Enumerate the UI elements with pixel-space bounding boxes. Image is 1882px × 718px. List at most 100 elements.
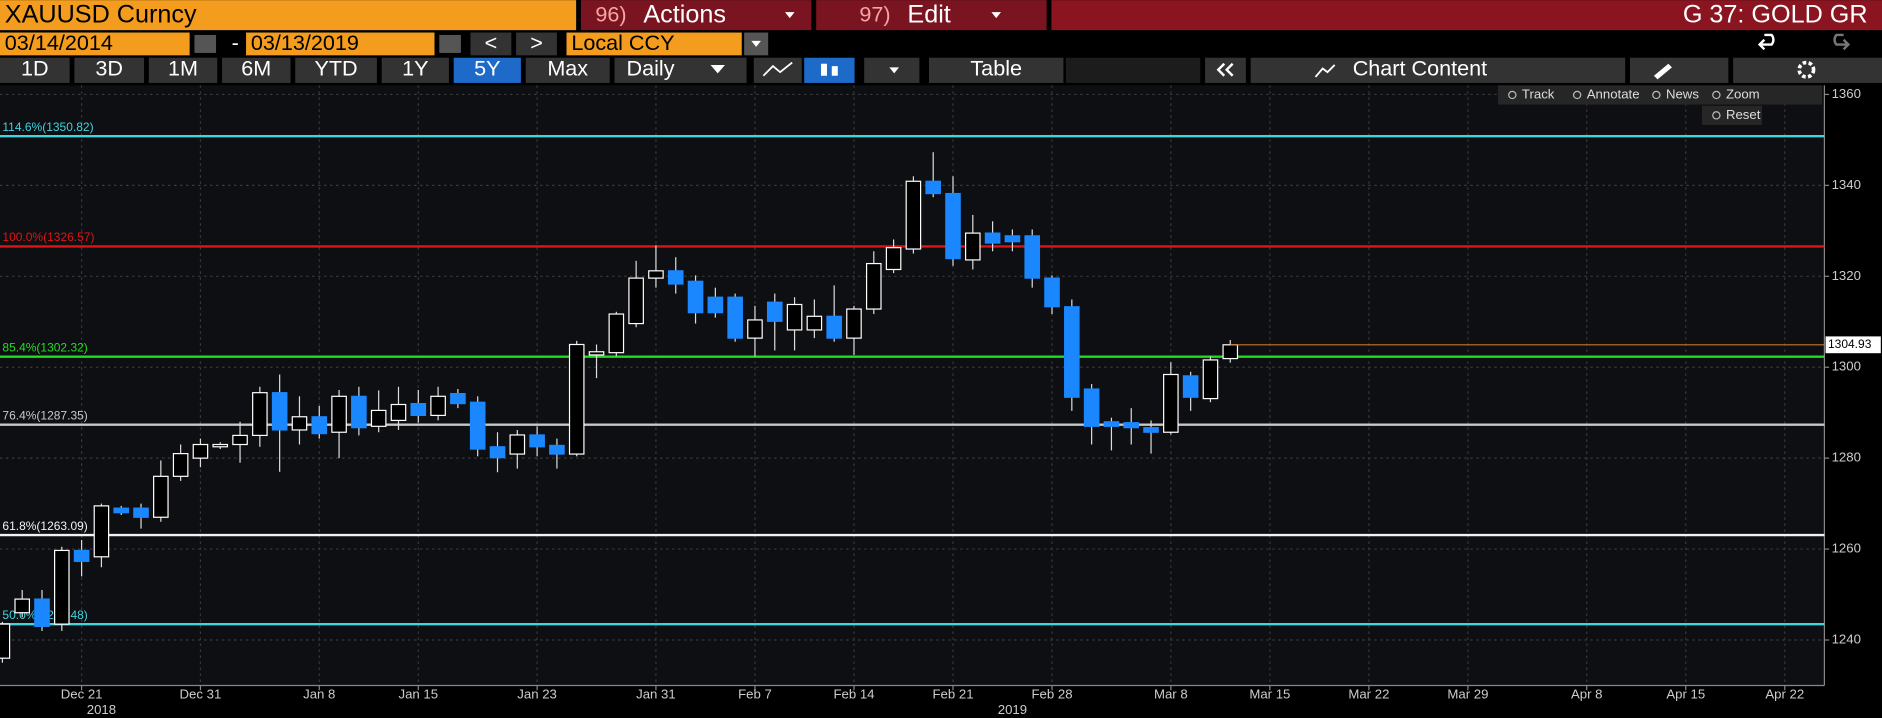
range-button[interactable] (453, 57, 521, 83)
range-bar: 1D 3D 1M 6M YTD 1Y 5Y Max (0, 55, 610, 83)
range-button[interactable] (381, 57, 449, 83)
range-label[interactable]: 3D (95, 55, 123, 80)
draw-button[interactable] (1629, 57, 1729, 83)
candle-body (1044, 277, 1060, 308)
prev-button[interactable] (470, 32, 512, 56)
x-tick-label: Dec 31 (180, 687, 222, 702)
level-label: 114.6%(1350.82) (2, 120, 93, 134)
collapse-icon (1216, 62, 1234, 77)
next[interactable]: > (530, 30, 543, 55)
tool-label[interactable]: News (1666, 86, 1699, 101)
range-label[interactable]: YTD (314, 55, 357, 80)
frequency[interactable]: Daily (627, 55, 675, 80)
range-button[interactable] (295, 57, 377, 83)
next-button[interactable] (516, 32, 557, 56)
settings-button[interactable] (1733, 57, 1882, 83)
x-tick-label: Jan 15 (398, 687, 438, 702)
actions-num[interactable]: 96) (595, 1, 626, 26)
prev[interactable]: < (485, 30, 498, 55)
undo-icon[interactable] (1757, 33, 1775, 51)
frequency-button[interactable] (614, 57, 747, 83)
range-button[interactable] (74, 57, 145, 83)
start-date-box[interactable] (0, 32, 190, 56)
candle-body (648, 270, 664, 279)
range-label[interactable]: 6M (241, 55, 271, 80)
candle-body (1222, 344, 1239, 360)
y-axis-area (1824, 85, 1882, 686)
x-tick-label: Mar 29 (1447, 687, 1488, 702)
candle-body (1182, 375, 1199, 398)
chart-content-button[interactable] (1250, 57, 1626, 83)
dropdown-arrow (751, 40, 761, 47)
reset-box[interactable] (1701, 105, 1762, 125)
dropdown-arrow (991, 12, 1002, 19)
range-button[interactable] (222, 57, 291, 83)
edit-menu[interactable] (816, 0, 1047, 31)
table[interactable]: Table (970, 55, 1022, 80)
candle-body (489, 446, 506, 459)
draw-icon (1653, 63, 1672, 80)
x-tick-label: Jan 31 (636, 687, 676, 702)
level-label: 61.8%(1263.09) (2, 519, 87, 533)
candle-body (252, 392, 268, 437)
candle-icon (820, 63, 827, 76)
range-label[interactable]: 1M (168, 55, 198, 80)
chart-content[interactable]: Chart Content (1353, 55, 1487, 80)
candle-body (1123, 422, 1140, 429)
candle-body (351, 395, 367, 429)
range-button[interactable] (0, 57, 70, 83)
candle-body (945, 192, 961, 260)
currency[interactable]: Local CCY (571, 30, 674, 55)
candle-body (291, 416, 308, 431)
tool-icon (1712, 90, 1721, 100)
calendar-icon[interactable] (194, 34, 217, 53)
currency-box[interactable] (566, 32, 742, 56)
tool-label[interactable]: Reset (1726, 107, 1761, 122)
range-button[interactable] (525, 57, 610, 83)
tool-icon (1572, 90, 1582, 100)
candle-chart-button[interactable] (804, 57, 855, 83)
candle-body (212, 443, 229, 448)
security-box[interactable] (0, 0, 577, 31)
end-date-box[interactable] (246, 32, 435, 56)
date-separator: - (232, 30, 239, 55)
candle-body (885, 247, 902, 271)
range-label[interactable]: 1Y (402, 55, 428, 80)
collapse-button[interactable] (1205, 57, 1246, 83)
y-tick-label: 1340 (1832, 177, 1861, 192)
candle-body (34, 598, 50, 627)
calendar-icon[interactable] (439, 34, 461, 53)
actions-menu[interactable] (580, 0, 812, 31)
chart-type-dropdown[interactable] (864, 57, 920, 83)
candle-body (509, 434, 526, 455)
edit-num[interactable]: 97) (859, 1, 890, 26)
redo-icon[interactable] (1833, 33, 1851, 51)
range-label[interactable]: Max (547, 55, 588, 80)
candle-body (747, 319, 763, 339)
tool-label[interactable]: Annotate (1587, 86, 1640, 101)
table-button[interactable] (928, 57, 1064, 83)
candle-body (331, 395, 347, 433)
candle-body (766, 301, 783, 322)
candle-body (93, 505, 110, 558)
candle-body (826, 315, 842, 339)
candle-body (1004, 235, 1021, 243)
security[interactable]: XAUUSD Curncy (5, 0, 197, 28)
candle-body (687, 280, 704, 314)
tool-label[interactable]: Zoom (1726, 86, 1760, 101)
chart-content-icon (1314, 64, 1336, 78)
edit[interactable]: Edit (907, 0, 950, 28)
candle-body (786, 303, 803, 331)
gear-icon (1797, 60, 1816, 79)
last-price-box (1825, 336, 1881, 354)
range-label[interactable]: 5Y (474, 55, 500, 80)
start-date[interactable]: 03/14/2014 (5, 30, 113, 55)
end-date[interactable]: 03/13/2019 (251, 30, 359, 55)
candle-icon (831, 66, 838, 76)
candle-body (271, 392, 288, 431)
x-tick-label: Jan 23 (517, 687, 557, 702)
tool-label[interactable]: Track (1522, 86, 1555, 101)
actions[interactable]: Actions (643, 0, 726, 28)
range-button[interactable] (148, 57, 218, 83)
range-label[interactable]: 1D (21, 55, 49, 80)
